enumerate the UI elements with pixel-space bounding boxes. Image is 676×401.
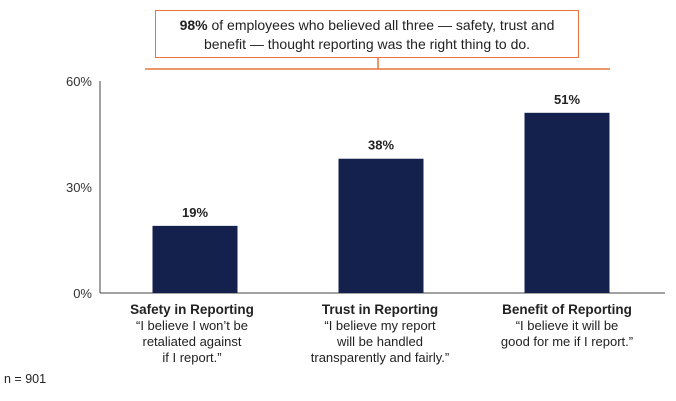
bar-value-label: 51% — [554, 92, 580, 107]
category-label-trust: Trust in Reporting “I believe my report … — [295, 302, 465, 366]
callout-line-2: benefit — thought reporting was the righ… — [203, 36, 531, 52]
category-quote-safety-1: “I believe I won’t be — [135, 318, 248, 333]
category-quote-trust-3: transparently and fairly.” — [310, 350, 450, 365]
category-quote-safety-2: retaliated against — [142, 334, 242, 349]
y-tick-label: 60% — [66, 74, 92, 89]
callout-line-1: 98% of employees who believed all three … — [156, 16, 578, 35]
category-title-benefit: Benefit of Reporting — [502, 302, 632, 317]
category-quote-trust-2: will be handled — [336, 334, 423, 349]
y-tick-label: 0% — [73, 286, 92, 301]
category-quote-trust-1: “I believe my report — [324, 318, 436, 333]
sample-size-footnote: n = 901 — [4, 372, 47, 386]
bar-value-label: 38% — [368, 138, 394, 153]
callout-emphasis: 98% — [179, 17, 208, 33]
bar — [152, 225, 238, 293]
bar — [524, 112, 610, 293]
bar — [338, 158, 424, 293]
category-label-safety: Safety in Reporting “I believe I won’t b… — [107, 302, 277, 366]
category-quote-safety-3: if I report.” — [162, 350, 222, 365]
category-label-benefit: Benefit of Reporting “I believe it will … — [482, 302, 652, 350]
callout-box: 98% of employees who believed all three … — [155, 10, 579, 58]
category-title-safety: Safety in Reporting — [130, 302, 254, 317]
category-quote-benefit-1: “I believe it will be — [515, 318, 619, 333]
bar-value-label: 19% — [182, 205, 208, 220]
category-title-trust: Trust in Reporting — [321, 302, 439, 317]
category-quote-benefit-2: good for me if I report.” — [500, 334, 634, 349]
callout-line-1-text: of employees who believed all three — sa… — [207, 17, 555, 33]
y-tick-label: 30% — [66, 180, 92, 195]
